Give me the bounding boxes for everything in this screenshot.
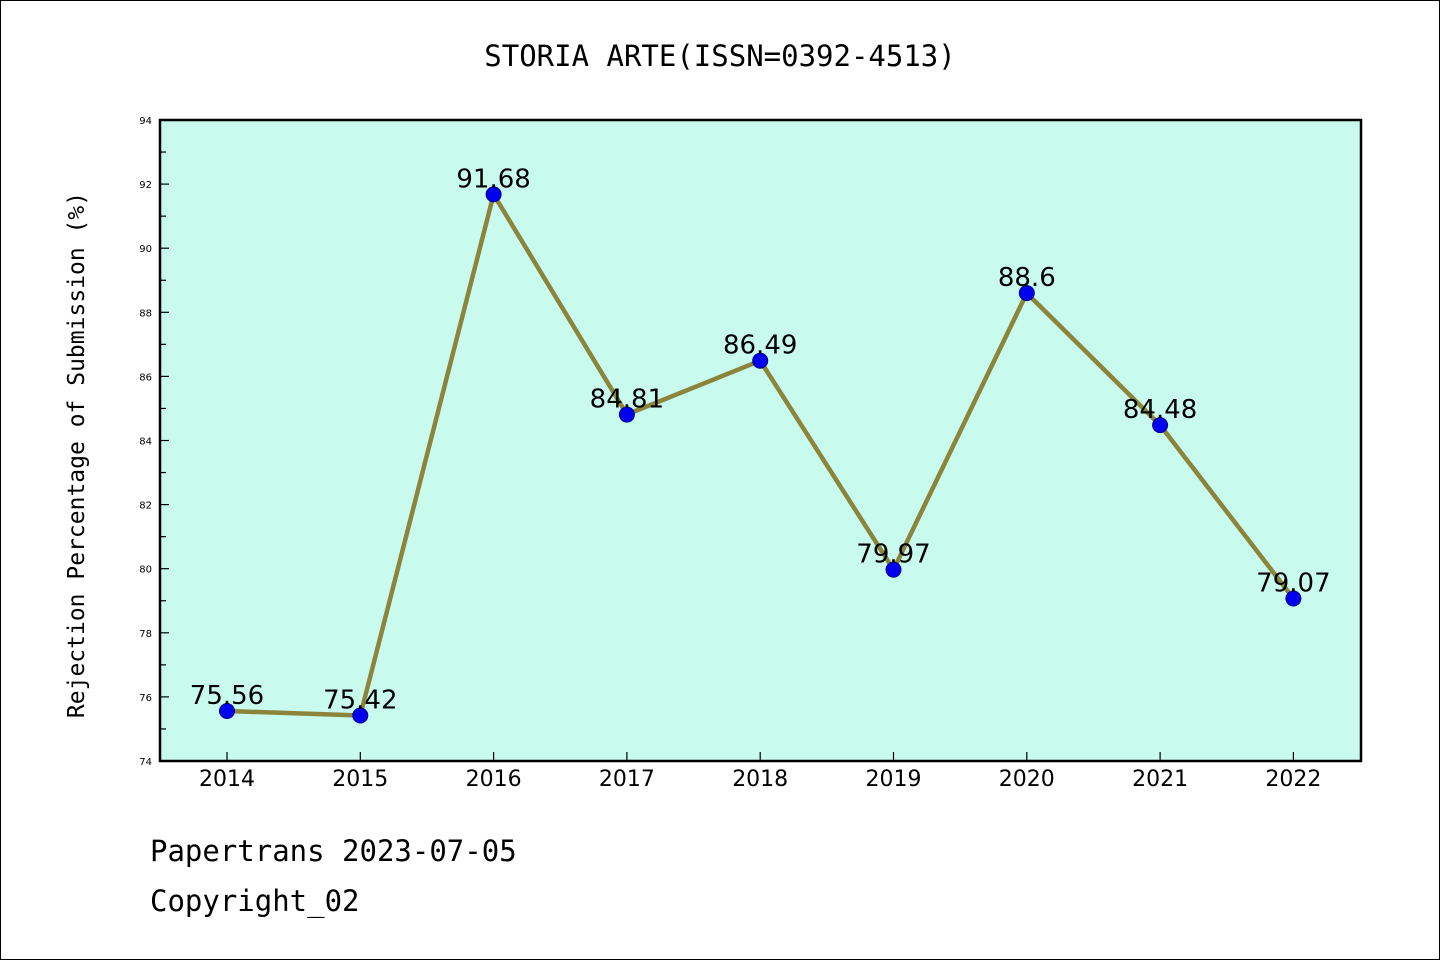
footer-publisher: Papertrans 2023-07-05 bbox=[150, 834, 517, 868]
data-label: 84.48 bbox=[1123, 395, 1197, 425]
data-point bbox=[752, 352, 769, 369]
y-tick-label: 92 bbox=[139, 180, 152, 191]
data-point bbox=[219, 703, 235, 720]
x-axis-ticks: 2014 2015 2016 2017 2018 2019 2020 2021 2022 bbox=[199, 752, 1321, 792]
data-point bbox=[1285, 590, 1302, 607]
data-point bbox=[352, 707, 369, 724]
plot-border bbox=[158, 118, 1363, 763]
data-labels: 75.56 75.42 91.68 84.81 86.49 79.97 88.6 84.48 7… bbox=[190, 164, 1331, 715]
data-label: 75.56 bbox=[190, 681, 264, 711]
data-label: 79.97 bbox=[856, 540, 930, 570]
series-markers bbox=[219, 186, 1302, 724]
x-tick-label: 2015 bbox=[332, 767, 388, 792]
data-point bbox=[1018, 285, 1035, 302]
data-label: 91.68 bbox=[456, 164, 530, 194]
chart-title: STORIA ARTE(ISSN=0392-4513) bbox=[484, 39, 955, 73]
x-tick-label: 2014 bbox=[199, 767, 255, 792]
data-label: 84.81 bbox=[590, 385, 664, 415]
y-tick-label: 80 bbox=[139, 565, 152, 576]
data-point bbox=[885, 561, 902, 578]
y-tick-label: 90 bbox=[139, 244, 152, 255]
plot-area bbox=[160, 120, 1361, 761]
data-label: 86.49 bbox=[723, 331, 797, 361]
data-label: 75.42 bbox=[323, 685, 397, 715]
y-tick-label: 84 bbox=[139, 437, 152, 448]
y-tick-label: 74 bbox=[139, 757, 152, 768]
y-tick-label: 86 bbox=[139, 372, 152, 383]
x-tick-label: 2022 bbox=[1265, 767, 1321, 792]
x-tick-label: 2020 bbox=[999, 767, 1055, 792]
x-tick-label: 2019 bbox=[866, 767, 922, 792]
data-label: 88.6 bbox=[998, 263, 1056, 293]
y-tick-label: 88 bbox=[139, 308, 152, 319]
y-tick-label: 76 bbox=[139, 693, 152, 704]
y-axis-ticks: 74 76 78 80 82 84 86 88 90 92 94 bbox=[139, 116, 169, 768]
x-tick-label: 2021 bbox=[1132, 767, 1188, 792]
data-point bbox=[485, 186, 502, 203]
y-tick-label: 78 bbox=[139, 629, 152, 640]
x-tick-label: 2018 bbox=[732, 767, 788, 792]
y-tick-label: 82 bbox=[139, 501, 152, 512]
footer-copyright: Copyright_02 bbox=[150, 884, 360, 918]
x-tick-label: 2017 bbox=[599, 767, 655, 792]
data-label: 79.07 bbox=[1256, 569, 1330, 599]
y-axis-label: Rejection Percentage of Submission (%) bbox=[64, 192, 90, 718]
x-tick-label: 2016 bbox=[466, 767, 522, 792]
data-point bbox=[1152, 417, 1169, 434]
data-point bbox=[618, 406, 635, 423]
y-tick-label: 94 bbox=[139, 116, 152, 127]
